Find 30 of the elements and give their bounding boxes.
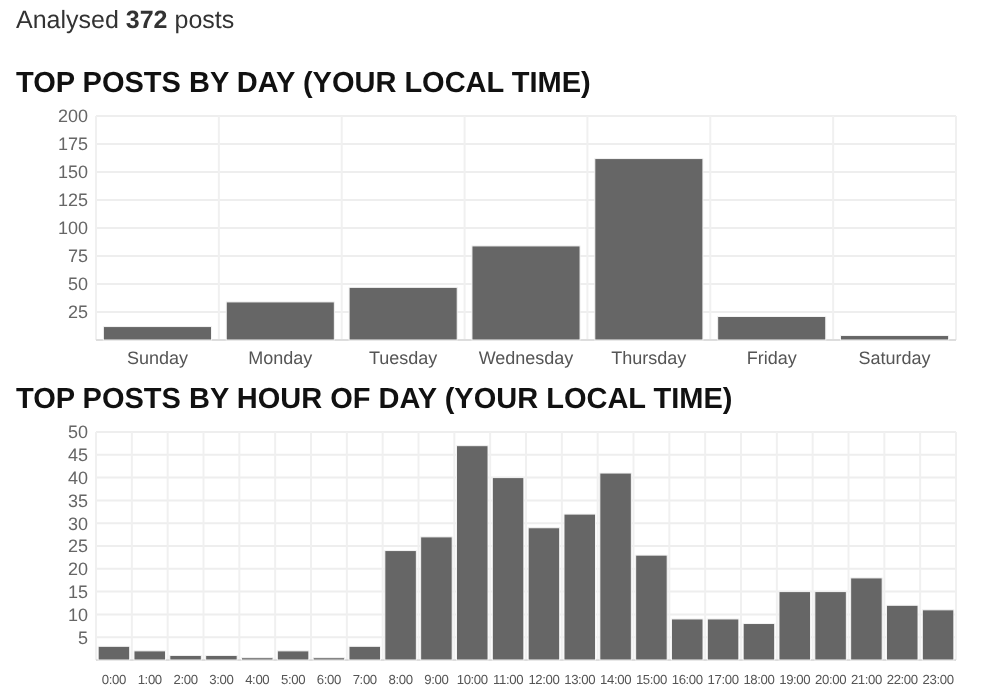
y-tick-label: 125 [57,190,88,211]
x-tick-label: Friday [746,348,798,368]
y-tick-label: 30 [67,513,88,534]
y-tick-label: 50 [67,274,88,295]
bar [102,326,212,341]
y-tick-label: 200 [57,106,88,127]
chart-title: TOP POSTS BY DAY (YOUR LOCAL TIME) [16,68,592,100]
x-tick-label: Thursday [611,348,688,368]
y-tick-label: 50 [67,422,88,443]
chart-title: TOP POSTS BY HOUR OF DAY (YOUR LOCAL TIME) [16,384,733,416]
y-tick-label: 25 [67,536,88,557]
y-tick-label: 75 [67,246,88,267]
x-tick-label: Wednesday [478,348,575,368]
y-tick-label: 15 [67,581,88,602]
y-tick-label: 150 [57,162,88,183]
y-tick-label: 100 [57,218,88,239]
y-tick-label: 35 [67,490,88,511]
y-tick-label: 10 [67,604,88,625]
x-tick-label: Monday [248,348,314,368]
y-tick-label: 25 [67,302,88,323]
y-tick-label: 175 [57,134,88,155]
text: Analysed 372 posts [16,6,235,34]
y-tick-label: 5 [77,627,88,648]
x-tick-label: Sunday [126,348,189,368]
bar [840,335,950,341]
y-tick-label: 45 [67,445,88,466]
y-tick-label: 40 [67,467,88,488]
x-tick-label: Saturday [858,348,932,368]
y-tick-label: 20 [67,559,88,580]
x-tick-label: Tuesday [368,348,439,368]
